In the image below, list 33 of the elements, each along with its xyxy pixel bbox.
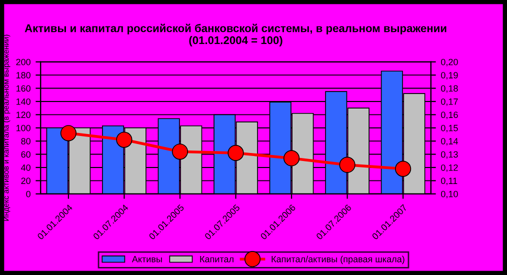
y2-tick-label: 0,20 (441, 58, 458, 66)
y-tick-label: 40 (21, 164, 30, 171)
point (283, 150, 300, 166)
chart-title: Активы и капитал российской банковской системы, в реальном выражении (01.01.2004 = 100) (24, 24, 446, 46)
y2-tick-label: 0,17 (441, 98, 458, 106)
y2-tick-label: 0,10 (441, 190, 458, 198)
y2-tick-label: 0,15 (441, 124, 458, 132)
y2-tick-label: 0,18 (441, 85, 458, 93)
point (60, 125, 77, 142)
legend-label: Капитал/активы (правая шкала) (272, 256, 404, 264)
y-tick-label: 200 (16, 58, 30, 66)
y2-tick-label: 0,12 (441, 164, 458, 172)
point (172, 144, 188, 160)
y2-tick-label: 0,14 (441, 138, 458, 146)
y-tick-label: 140 (16, 98, 30, 105)
point (228, 144, 244, 162)
y-tick-label: 80 (21, 138, 30, 144)
y-tick-label: 100 (16, 124, 30, 132)
y-tick-label: 120 (16, 112, 30, 118)
y-tick-label: 60 (21, 151, 30, 158)
point (395, 160, 412, 177)
y2-tick-label: 0,19 (441, 72, 458, 80)
y-tick-label: 0 (26, 190, 30, 198)
point (116, 132, 132, 148)
y-tick-label: 180 (16, 72, 30, 78)
y-tick-label: 20 (21, 178, 30, 184)
y2-tick-label: 0,13 (441, 151, 458, 159)
legend-label: Активы (132, 256, 162, 262)
y2-tick-label: 0,11 (441, 178, 458, 186)
point (339, 156, 356, 173)
legend-label: Капитал (200, 256, 234, 262)
y-tick-label: 160 (16, 85, 30, 92)
y2-tick-label: 0,16 (441, 112, 458, 120)
